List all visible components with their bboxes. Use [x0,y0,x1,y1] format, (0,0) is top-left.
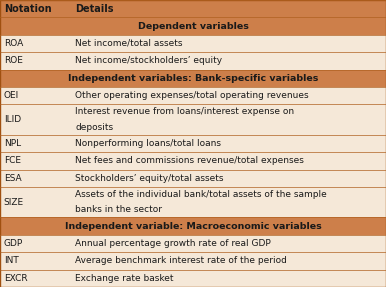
Bar [0,187,386,218]
Text: deposits: deposits [75,123,113,132]
Text: Nonperforming loans/total loans: Nonperforming loans/total loans [75,139,221,148]
Text: Net income/total assets: Net income/total assets [75,39,183,48]
Text: SIZE: SIZE [4,198,24,207]
Text: Details: Details [75,4,114,14]
Text: banks in the sector: banks in the sector [75,205,162,214]
Text: Dependent variables: Dependent variables [137,22,249,31]
Bar [0,104,386,135]
Text: ROE: ROE [4,56,23,65]
Text: EXCR: EXCR [4,274,27,283]
Text: Independent variable: Macroeconomic variables: Independent variable: Macroeconomic vari… [64,222,322,231]
Text: Other operating expenses/total operating revenues: Other operating expenses/total operating… [75,91,309,100]
Text: ROA: ROA [4,39,23,48]
Text: NPL: NPL [4,139,21,148]
Bar [0,35,386,52]
Text: Net fees and commissions revenue/total expenses: Net fees and commissions revenue/total e… [75,156,304,165]
Text: INT: INT [4,256,19,265]
Text: ILID: ILID [4,115,21,124]
Text: Notation: Notation [4,4,51,14]
Bar [0,0,386,18]
Text: Interest revenue from loans/interest expense on: Interest revenue from loans/interest exp… [75,107,295,117]
Text: Average benchmark interest rate of the period: Average benchmark interest rate of the p… [75,256,287,265]
Bar [0,152,386,170]
Text: ESA: ESA [4,174,22,183]
Text: Annual percentage growth rate of real GDP: Annual percentage growth rate of real GD… [75,239,271,248]
Bar [0,52,386,69]
Bar [0,69,386,87]
Text: OEI: OEI [4,91,19,100]
Bar [0,269,386,287]
Bar [0,235,386,252]
Bar [0,135,386,152]
Text: Independent variables: Bank-specific variables: Independent variables: Bank-specific var… [68,74,318,83]
Bar [0,170,386,187]
Text: Assets of the individual bank/total assets of the sample: Assets of the individual bank/total asse… [75,190,327,199]
Bar [0,218,386,235]
Text: Stockholders’ equity/total assets: Stockholders’ equity/total assets [75,174,224,183]
Text: FCE: FCE [4,156,21,165]
Text: Exchange rate basket: Exchange rate basket [75,274,174,283]
Bar [0,18,386,35]
Bar [0,252,386,269]
Bar [0,87,386,104]
Text: Net income/stockholders’ equity: Net income/stockholders’ equity [75,56,222,65]
Text: GDP: GDP [4,239,23,248]
